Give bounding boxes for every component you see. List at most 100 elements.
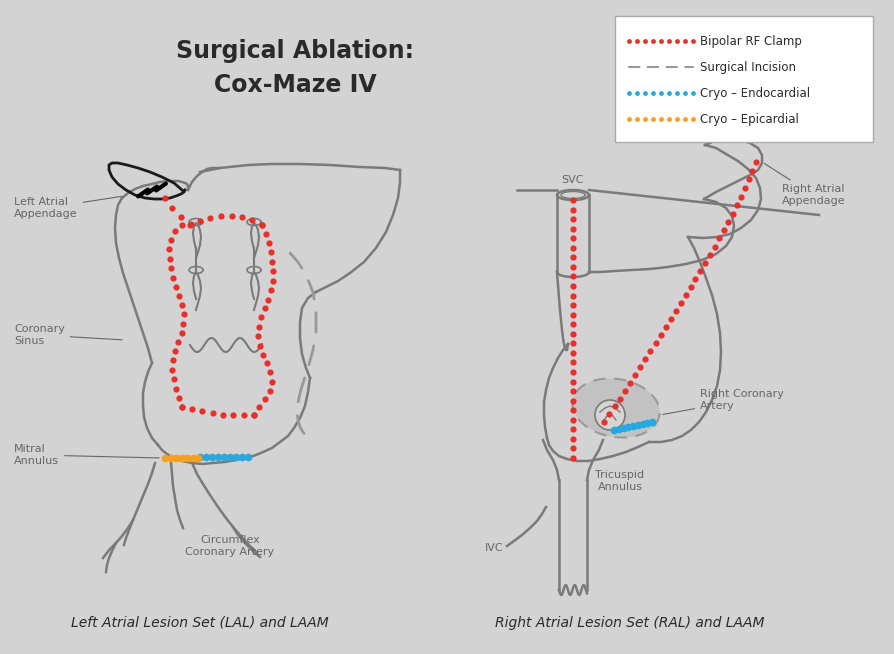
Point xyxy=(662,36,676,46)
FancyBboxPatch shape xyxy=(615,16,873,142)
Point xyxy=(678,88,692,98)
Point xyxy=(252,321,266,332)
Point xyxy=(645,88,660,98)
Point xyxy=(679,290,693,300)
Point xyxy=(175,300,190,310)
Point xyxy=(566,271,580,282)
Point xyxy=(264,285,278,296)
Point xyxy=(566,357,580,368)
Point xyxy=(193,452,207,462)
Point xyxy=(741,174,755,184)
Point xyxy=(223,452,237,462)
Point xyxy=(190,453,205,463)
Point xyxy=(654,114,668,124)
Point xyxy=(165,365,180,375)
Point xyxy=(621,422,636,432)
Point xyxy=(229,452,243,462)
Point xyxy=(713,233,727,244)
Point xyxy=(264,247,278,258)
Point xyxy=(261,294,275,305)
Point xyxy=(166,374,181,385)
Point xyxy=(686,114,700,124)
Point xyxy=(662,88,676,98)
Text: Coronary
Sinus: Coronary Sinus xyxy=(14,324,122,346)
Text: Bipolar RF Clamp: Bipolar RF Clamp xyxy=(700,35,802,48)
Point xyxy=(164,453,178,463)
Point xyxy=(730,200,744,211)
Point xyxy=(626,421,640,431)
Point xyxy=(603,409,617,419)
Point xyxy=(172,393,186,404)
Point xyxy=(236,410,250,421)
Point xyxy=(654,36,668,46)
Point xyxy=(205,452,219,462)
Point xyxy=(185,453,199,463)
Point xyxy=(252,340,266,351)
Point xyxy=(566,233,580,243)
Point xyxy=(607,424,621,435)
Point xyxy=(258,229,273,239)
Text: Circumflex
Coronary Artery: Circumflex Coronary Artery xyxy=(185,535,274,557)
Point xyxy=(611,424,626,434)
Point xyxy=(235,212,249,222)
Point xyxy=(214,211,228,221)
Point xyxy=(622,88,637,98)
Point xyxy=(622,36,637,46)
Point xyxy=(644,346,658,356)
Point xyxy=(166,355,181,366)
Text: Left Atrial
Appendage: Left Atrial Appendage xyxy=(14,196,122,219)
Point xyxy=(172,337,186,347)
Point xyxy=(566,453,580,463)
Point xyxy=(247,410,261,421)
Point xyxy=(158,193,173,203)
Point xyxy=(663,314,678,324)
Text: SVC: SVC xyxy=(561,175,585,185)
Point xyxy=(633,362,647,372)
Text: Surgical Incision: Surgical Incision xyxy=(700,61,796,73)
Point xyxy=(185,404,199,415)
Point xyxy=(175,402,190,412)
Point xyxy=(255,220,269,230)
Point xyxy=(176,318,190,329)
Point xyxy=(630,36,645,46)
Point xyxy=(670,114,684,124)
Point xyxy=(566,214,580,224)
Point xyxy=(630,88,645,98)
Point xyxy=(645,114,660,124)
Text: Right Atrial
Appendage: Right Atrial Appendage xyxy=(764,164,846,206)
Point xyxy=(566,281,580,291)
Point xyxy=(180,453,194,463)
Point xyxy=(262,386,276,396)
Point xyxy=(240,452,255,462)
Point xyxy=(257,394,272,404)
Point xyxy=(637,88,652,98)
Point xyxy=(638,354,653,364)
Point xyxy=(566,386,580,396)
Point xyxy=(254,312,268,322)
Point xyxy=(597,417,611,427)
Point xyxy=(717,225,731,235)
Point xyxy=(670,36,684,46)
Point xyxy=(640,418,654,428)
Point xyxy=(164,234,178,245)
Text: Surgical Ablation:
Cox-Maze IV: Surgical Ablation: Cox-Maze IV xyxy=(176,39,414,97)
Point xyxy=(645,417,659,427)
Point xyxy=(263,367,277,377)
Point xyxy=(658,322,672,332)
Point xyxy=(266,266,280,277)
Point xyxy=(630,420,645,430)
Point xyxy=(566,367,580,377)
Point xyxy=(169,453,183,463)
Point xyxy=(566,319,580,330)
Text: Left Atrial Lesion Set (LAL) and LAAM: Left Atrial Lesion Set (LAL) and LAAM xyxy=(72,616,329,630)
Point xyxy=(678,114,692,124)
Point xyxy=(266,276,280,286)
Point xyxy=(184,219,198,230)
Point xyxy=(616,422,630,433)
Point xyxy=(734,192,748,202)
Point xyxy=(168,346,182,356)
Ellipse shape xyxy=(572,379,660,438)
Point xyxy=(688,274,703,284)
Point xyxy=(721,216,736,227)
Text: IVC: IVC xyxy=(485,543,503,553)
